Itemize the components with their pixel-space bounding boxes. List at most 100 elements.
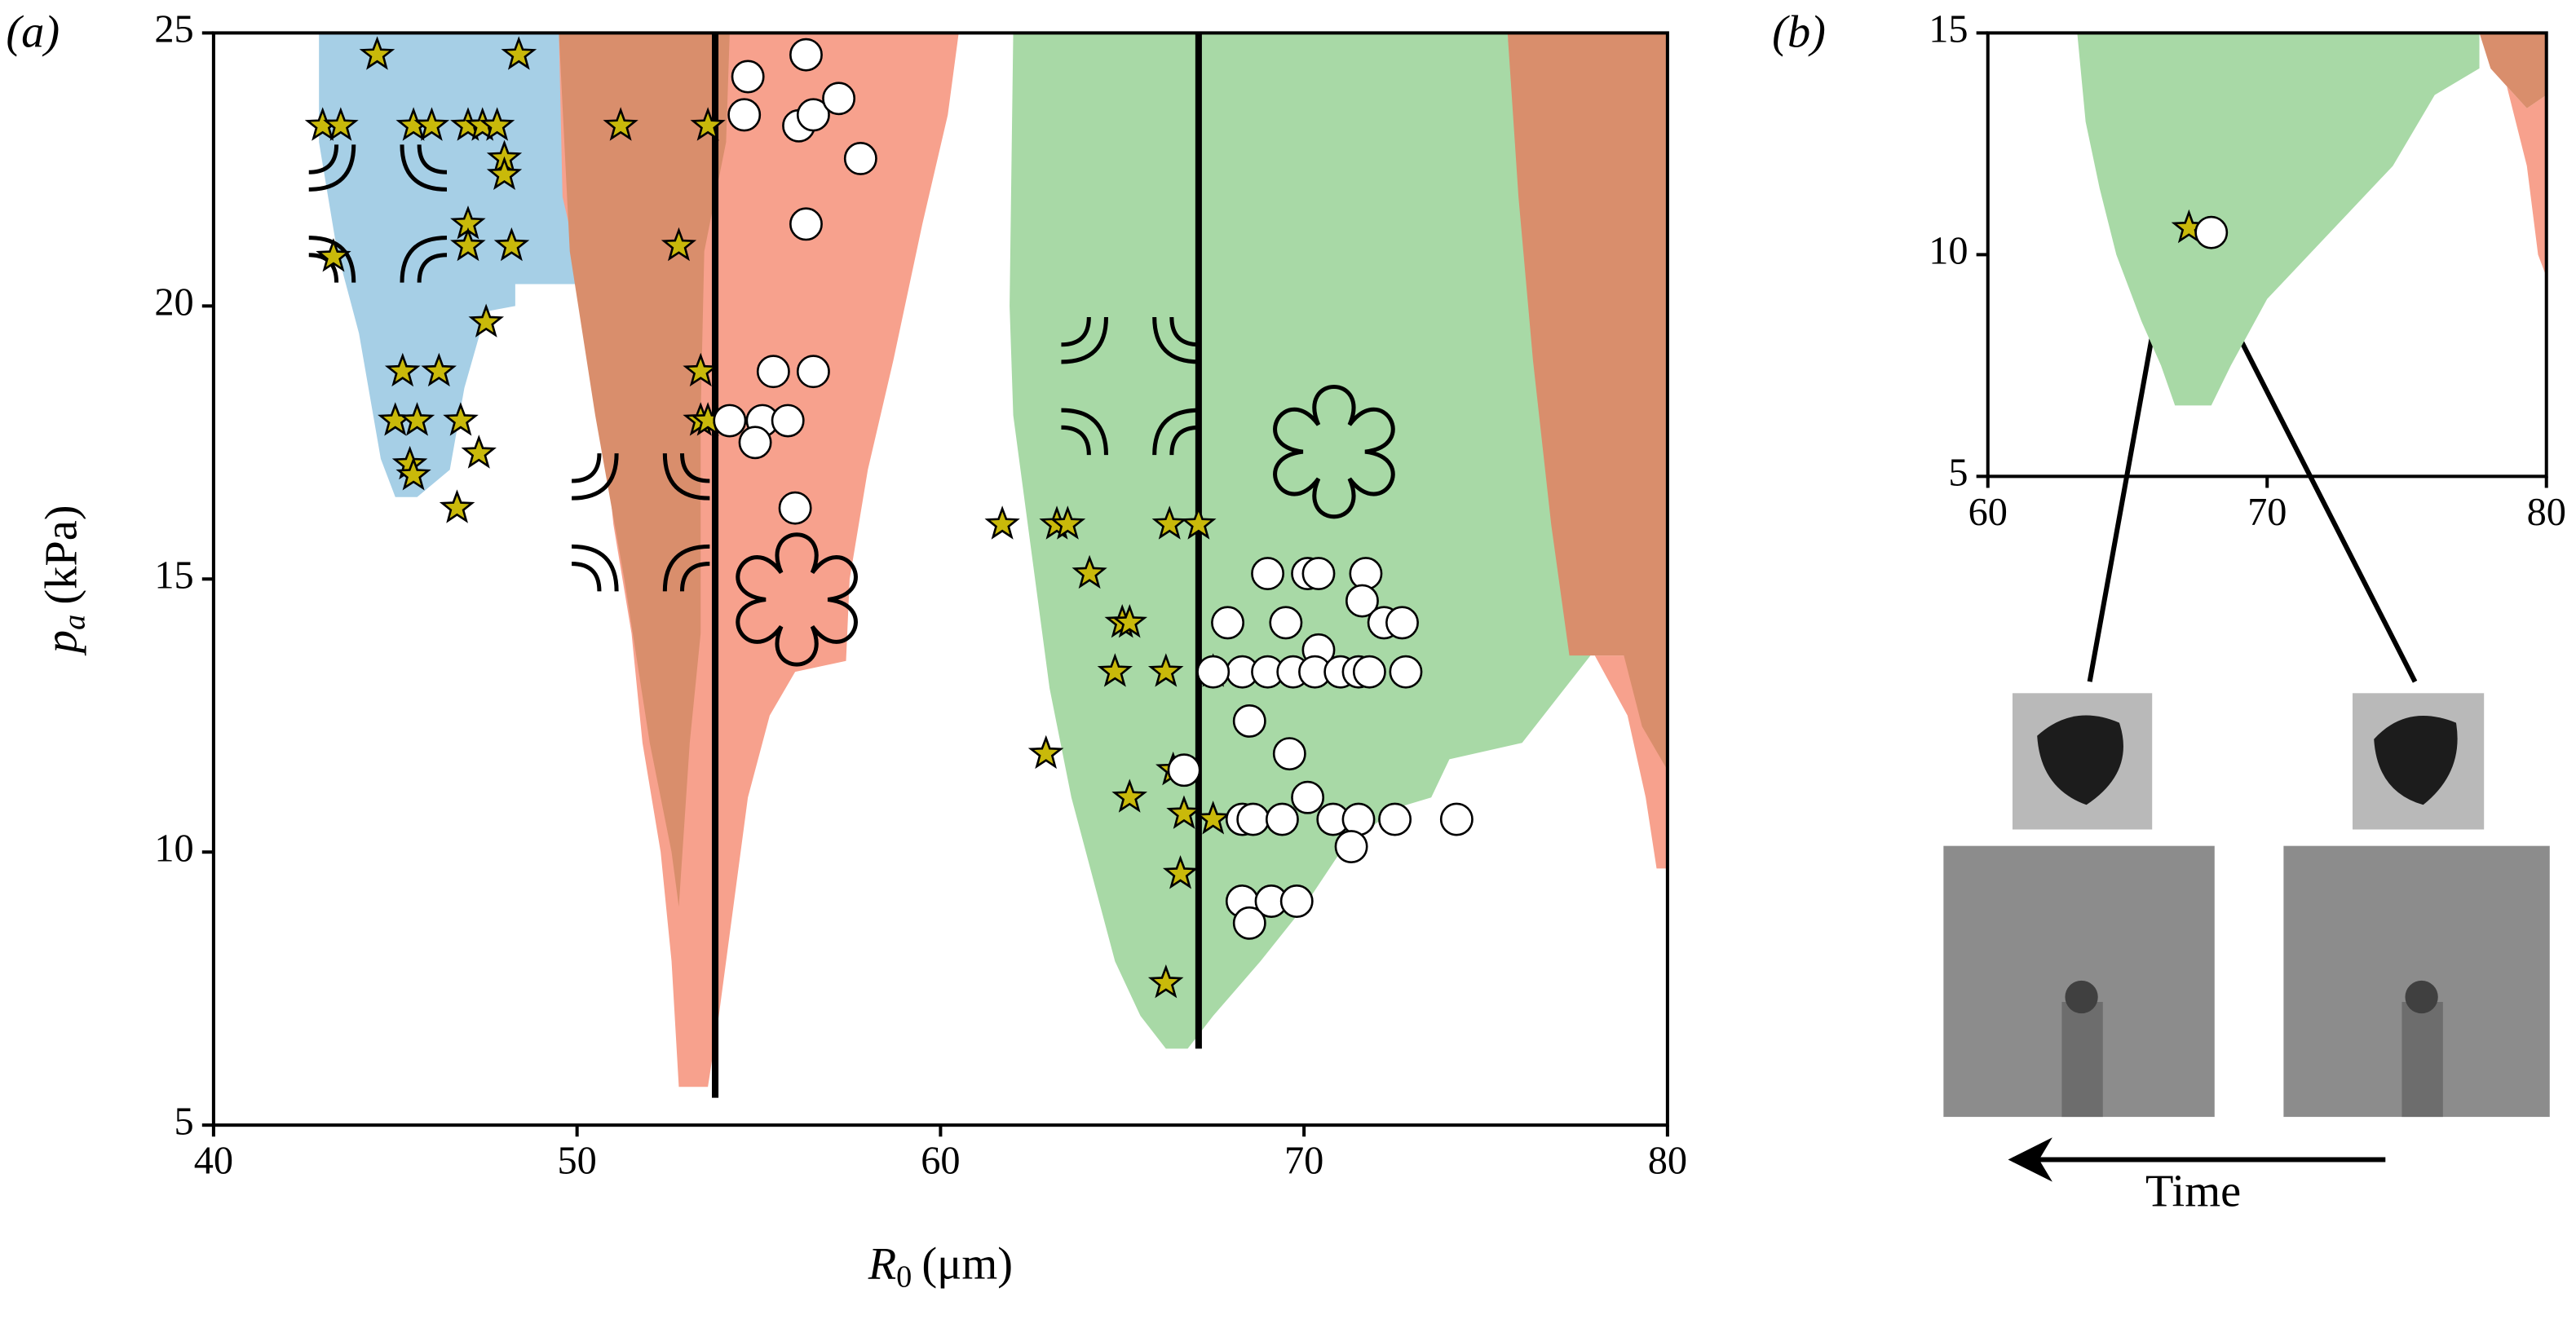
star-point [1027,734,1064,770]
star-point [486,156,523,191]
star-point [468,303,505,337]
xlabel-var: R [868,1238,896,1289]
circle-point [1301,557,1336,591]
ylabel-unit: (kPa) [37,505,87,604]
x-tick-label: 80 [1648,1140,1687,1183]
circle-point [738,426,772,460]
star-point [399,402,435,436]
star-point [1162,855,1199,889]
circle-point [1236,802,1270,836]
star-point [443,402,479,436]
circle-point [1345,584,1379,618]
circle-point [1272,737,1306,771]
x-tick-label: 70 [2247,491,2287,534]
xlabel: R0 (μm) [868,1238,1013,1294]
circle-point [1265,802,1299,836]
circle-point [843,142,877,175]
x-tick-label: 60 [921,1140,960,1183]
circle-point [789,37,823,72]
panel-label: (a) [6,7,60,57]
mode-icon [572,453,710,592]
star-point [1166,795,1202,829]
plot-area [319,33,1668,1098]
star-point [421,352,457,387]
star-point [1147,964,1184,999]
panel-label-text: (b) [1772,7,1826,57]
circle-point [1167,753,1201,787]
xlabel-sub: 0 [896,1259,912,1294]
star-point [1049,505,1086,540]
photo-detail [2405,980,2438,1014]
mode-icon [1273,384,1395,519]
circle-point [1334,830,1368,863]
circle-point [1232,704,1266,738]
circle-point [1211,606,1244,640]
region [1507,33,1668,770]
bubble [2374,716,2458,805]
photo-detail [2065,980,2098,1014]
star-point [1195,801,1231,835]
plot-area [2077,33,2547,406]
star-point [603,107,638,141]
star-point [461,435,497,469]
star-point [690,107,726,141]
circle-point [1349,557,1383,591]
circle-point [822,82,856,116]
mode-icon [736,532,858,667]
star-point [1147,653,1184,687]
star-point [1111,779,1148,813]
bubble [2037,715,2123,805]
y-tick-label: 25 [154,7,193,51]
ylabel-var: p [37,630,87,656]
mode-icon [1061,316,1200,456]
circle-point [796,355,830,389]
region [1010,33,1595,1049]
circle-point [727,98,762,132]
star-point [359,36,395,70]
star-point [323,107,359,141]
star-point [1151,505,1187,540]
star-point [395,457,431,491]
circle-point [1279,884,1314,918]
photo-detail [2061,1002,2103,1118]
photos [1943,258,2550,1182]
star-point [450,227,486,262]
star-point [1181,505,1217,540]
star-point [1071,554,1107,589]
photo-detail [2401,1002,2443,1118]
x-tick-label: 80 [2527,491,2566,534]
circle-point [731,60,765,94]
circle-point [1385,606,1419,640]
y-tick-label: 5 [175,1100,194,1143]
circle-point [1269,606,1303,640]
region [2077,33,2480,406]
star-point [1097,653,1133,687]
circle-point [1251,557,1285,591]
region [319,33,577,497]
circle-point [1341,802,1376,836]
circle-point [1439,802,1474,836]
panel-label-text: (a) [6,7,60,57]
circle-point [1352,655,1386,689]
circle-point [713,404,747,438]
circle-point [1232,906,1266,940]
y-tick-label: 20 [154,280,193,324]
star-point [479,107,515,141]
y-tick-label: 15 [154,554,193,597]
star-point [493,227,530,262]
x-tick-label: 60 [1968,491,2008,534]
circle-point [1196,655,1231,689]
annotation: Time [2145,1167,2241,1217]
x-tick-label: 50 [557,1140,596,1183]
star-point [384,352,421,387]
circle-point [778,491,812,525]
star-point [439,489,475,523]
y-tick-label: 10 [154,827,193,870]
ylabel: pa (kPa) [37,505,92,656]
star-point [984,505,1020,540]
circle-point [1389,655,1423,689]
ylabel-sub: a [57,615,91,630]
xlabel-unit: (μm) [921,1238,1013,1289]
circle-point [2194,215,2229,249]
